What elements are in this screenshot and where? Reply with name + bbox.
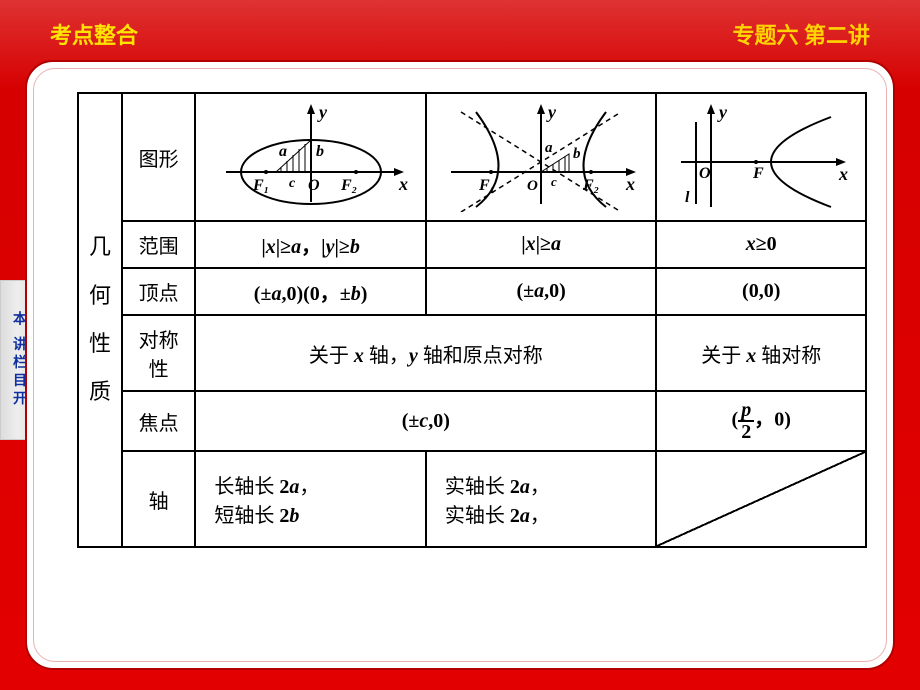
- graph-label: 图形: [122, 93, 195, 221]
- parabola-icon: y x O F l: [671, 102, 851, 212]
- focus-merged: (±c,0): [195, 391, 656, 451]
- vertex-c2: (±a,0): [426, 268, 657, 315]
- svg-text:b: b: [316, 143, 324, 160]
- graph-ellipse: y x a b c F₁ O F₂: [195, 93, 426, 221]
- svg-text:x: x: [838, 164, 848, 184]
- symmetry-label: 对称性: [122, 315, 195, 391]
- content-card: 几何性质 图形 y x a b c F₁ O F₂: [25, 60, 895, 670]
- svg-text:y: y: [717, 102, 728, 122]
- range-label: 范围: [122, 221, 195, 268]
- svg-text:O: O: [527, 178, 538, 194]
- svg-text:F₁: F₁: [252, 177, 269, 194]
- svg-text:c: c: [289, 176, 296, 191]
- row-range: 范围 |x|≥a，|y|≥b |x|≥a x≥0: [78, 221, 866, 268]
- axis-label-cell: 轴: [122, 451, 195, 547]
- row-graph: 几何性质 图形 y x a b c F₁ O F₂: [78, 93, 866, 221]
- header-left: 考点整合: [50, 18, 138, 50]
- graph-parabola: y x O F l: [656, 93, 866, 221]
- svg-text:O: O: [308, 177, 320, 194]
- vertex-c3: (0,0): [656, 268, 866, 315]
- vertex-c1: (±a,0)(0，±b): [195, 268, 426, 315]
- row-symmetry: 对称性 关于 x 轴，y 轴和原点对称 关于 x 轴对称: [78, 315, 866, 391]
- range-c3: x≥0: [656, 221, 866, 268]
- vertex-label: 顶点: [122, 268, 195, 315]
- row-axis: 轴 长轴长 2a， 短轴长 2b 实轴长 2a， 实轴长 2a，: [78, 451, 866, 547]
- header-right: 专题六 第二讲: [732, 18, 870, 50]
- svg-text:a: a: [545, 140, 553, 156]
- svg-text:F₂: F₂: [582, 177, 599, 194]
- row-header-text: 几何性质: [85, 223, 115, 417]
- focus-label: 焦点: [122, 391, 195, 451]
- symmetry-c3: 关于 x 轴对称: [656, 315, 866, 391]
- row-header-cell: 几何性质: [78, 93, 122, 547]
- ellipse-icon: y x a b c F₁ O F₂: [211, 102, 411, 212]
- symmetry-merged: 关于 x 轴，y 轴和原点对称: [195, 315, 656, 391]
- range-c1: |x|≥a，|y|≥b: [195, 221, 426, 268]
- svg-text:l: l: [685, 189, 690, 206]
- properties-table: 几何性质 图形 y x a b c F₁ O F₂: [77, 92, 867, 548]
- svg-text:y: y: [317, 102, 328, 122]
- svg-text:F: F: [752, 165, 764, 182]
- range-c2: |x|≥a: [426, 221, 657, 268]
- svg-text:x: x: [625, 174, 635, 194]
- svg-text:a: a: [279, 143, 287, 160]
- svg-text:c: c: [551, 174, 557, 189]
- row-vertex: 顶点 (±a,0)(0，±b) (±a,0) (0,0): [78, 268, 866, 315]
- svg-text:O: O: [699, 165, 711, 182]
- svg-text:F₁: F₁: [478, 177, 495, 194]
- axis-c3-empty: [656, 451, 866, 547]
- axis-c1: 长轴长 2a， 短轴长 2b: [195, 451, 426, 547]
- axis-c2: 实轴长 2a， 实轴长 2a，: [426, 451, 657, 547]
- svg-text:F₂: F₂: [340, 177, 357, 194]
- header: 考点整合 专题六 第二讲: [0, 18, 920, 50]
- hyperbola-icon: y x a b c F₁ O F₂: [441, 102, 641, 212]
- focus-c3: (p2，0): [656, 391, 866, 451]
- row-focus: 焦点 (±c,0) (p2，0): [78, 391, 866, 451]
- graph-hyperbola: y x a b c F₁ O F₂: [426, 93, 657, 221]
- svg-text:x: x: [398, 174, 408, 194]
- svg-text:y: y: [546, 102, 557, 122]
- svg-text:b: b: [573, 146, 581, 162]
